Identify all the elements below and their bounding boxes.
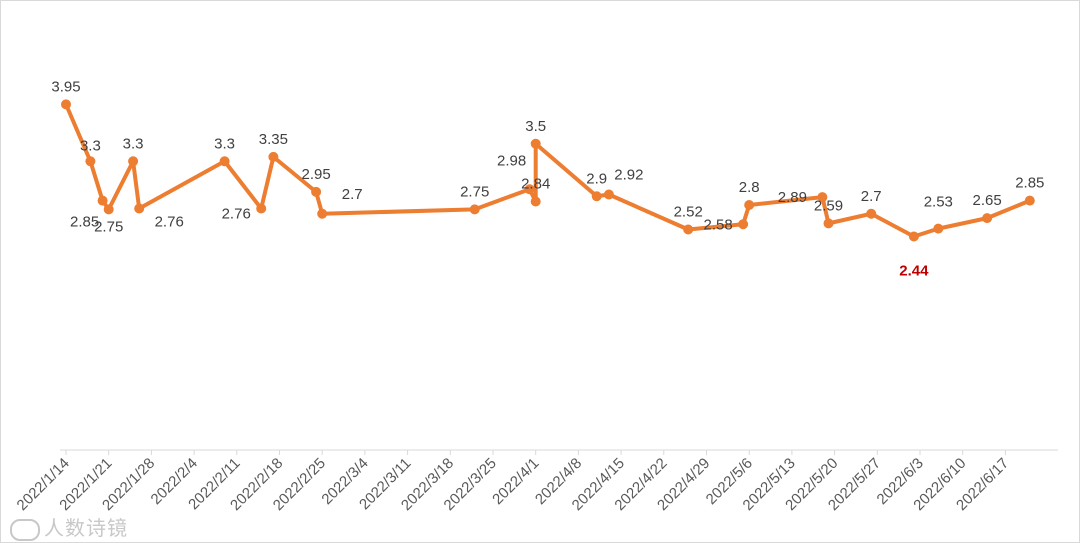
data-point — [469, 204, 480, 215]
data-label: 2.95 — [301, 166, 330, 183]
data-label: 2.65 — [972, 192, 1001, 209]
data-point — [524, 184, 535, 195]
data-label: 2.59 — [814, 197, 843, 214]
data-markers — [61, 99, 1035, 242]
data-point — [603, 189, 614, 200]
data-point — [317, 208, 328, 219]
series-line — [64, 102, 1032, 239]
data-label: 3.3 — [214, 135, 235, 152]
data-point — [866, 208, 877, 219]
x-tick-label: 2022/4/1 — [489, 455, 542, 508]
data-point — [128, 156, 139, 167]
data-point — [103, 204, 114, 215]
data-point — [268, 151, 279, 162]
data-label: 2.84 — [521, 176, 550, 193]
data-point — [744, 200, 755, 210]
data-label: 2.53 — [924, 194, 953, 211]
data-label: 2.85 — [70, 214, 99, 231]
data-label: 2.75 — [460, 183, 489, 200]
data-point — [85, 156, 96, 167]
x-tick-marks — [65, 450, 1006, 455]
data-label: 2.44 — [899, 263, 929, 280]
data-label: 2.85 — [1015, 175, 1044, 192]
data-point — [823, 218, 834, 229]
data-point — [591, 191, 602, 202]
data-point — [933, 223, 944, 234]
data-point — [530, 196, 541, 207]
data-point — [219, 156, 230, 167]
data-point — [1024, 195, 1035, 206]
data-label: 2.7 — [861, 188, 882, 205]
data-point — [61, 99, 71, 110]
data-point — [134, 203, 145, 214]
data-label: 2.76 — [155, 214, 184, 231]
data-label: 2.7 — [342, 186, 363, 203]
data-point — [311, 186, 322, 197]
data-label: 2.92 — [614, 167, 643, 184]
data-label: 3.95 — [51, 78, 80, 95]
data-point — [817, 192, 828, 203]
data-label: 2.8 — [739, 179, 760, 196]
data-label: 3.3 — [80, 137, 101, 154]
watermark: 人数诗镜 — [10, 512, 128, 541]
data-label: 2.9 — [586, 170, 607, 187]
data-point — [256, 203, 267, 214]
data-label: 2.75 — [94, 218, 123, 235]
data-label: 2.89 — [778, 189, 807, 206]
data-label: 2.98 — [497, 152, 526, 169]
data-point — [97, 195, 108, 206]
data-label: 2.76 — [222, 206, 251, 223]
data-label: 3.3 — [123, 135, 144, 152]
data-label: 3.5 — [525, 118, 546, 135]
data-point — [982, 213, 993, 224]
data-point — [530, 138, 541, 149]
data-label: 2.58 — [703, 216, 732, 233]
data-labels: 3.953.32.852.753.32.763.32.763.352.952.7… — [51, 78, 1044, 279]
x-tick-labels: 2022/1/142022/1/212022/1/282022/2/42022/… — [14, 455, 1013, 514]
data-label: 3.35 — [259, 131, 288, 148]
data-label: 2.52 — [674, 204, 703, 221]
watermark-logo-icon — [10, 518, 40, 541]
watermark-text: 人数诗镜 — [44, 516, 128, 540]
data-point — [908, 231, 919, 242]
data-point — [738, 219, 749, 230]
data-point — [683, 224, 694, 235]
